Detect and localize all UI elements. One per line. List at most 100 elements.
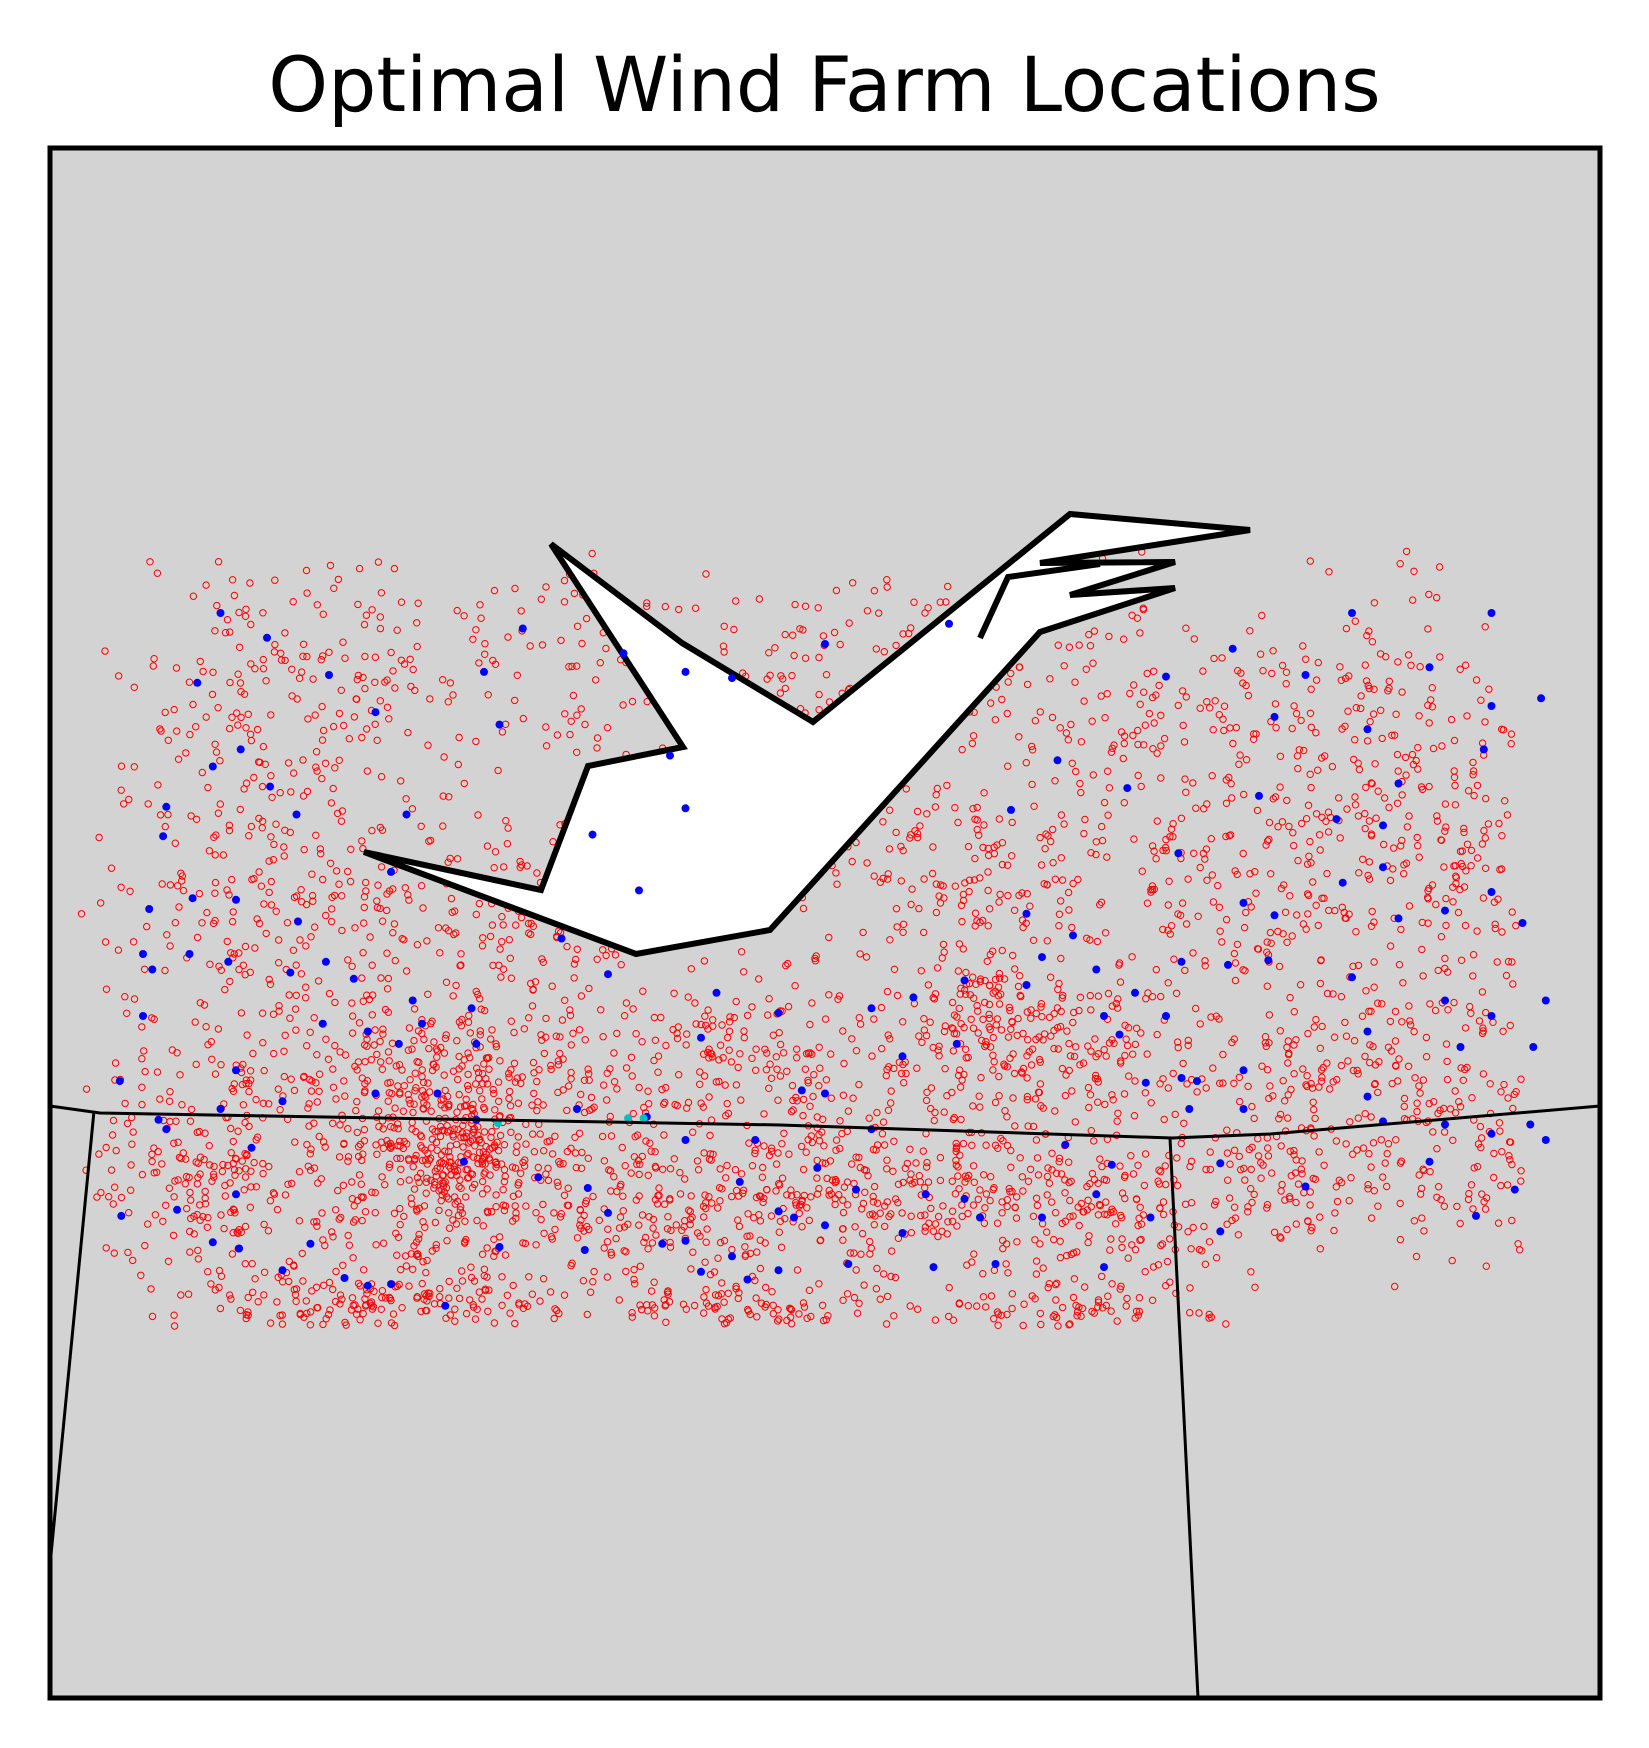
- candidate-site-point: [281, 656, 289, 665]
- candidate-site-point: [109, 1116, 118, 1125]
- candidate-site-point: [953, 1222, 961, 1230]
- candidate-site-point: [1250, 1114, 1258, 1123]
- candidate-site-point: [1412, 1252, 1421, 1261]
- candidate-site-point: [339, 638, 347, 646]
- candidate-site-point: [576, 1221, 584, 1229]
- candidate-site-point: [154, 781, 162, 789]
- candidate-site-point: [256, 758, 264, 767]
- candidate-site-point: [242, 1079, 250, 1088]
- optimal-site-point: [371, 708, 380, 717]
- candidate-site-point: [581, 720, 589, 729]
- candidate-site-point: [481, 640, 489, 648]
- candidate-site-point: [1299, 920, 1308, 928]
- candidate-site-point: [170, 705, 178, 714]
- candidate-site-point: [329, 1233, 337, 1241]
- candidate-site-point: [880, 648, 888, 656]
- candidate-site-point: [1058, 1303, 1067, 1312]
- optimal-site-point: [1541, 1136, 1550, 1144]
- candidate-site-point: [839, 1208, 848, 1217]
- candidate-site-point: [1284, 1091, 1292, 1099]
- candidate-site-point: [1094, 1179, 1102, 1188]
- candidate-site-point: [1055, 922, 1063, 930]
- candidate-site-point: [1298, 819, 1306, 828]
- candidate-site-point: [226, 977, 234, 986]
- candidate-site-point: [214, 704, 222, 712]
- candidate-site-point: [500, 863, 508, 871]
- candidate-site-point: [980, 789, 988, 797]
- optimal-site-point: [604, 1208, 612, 1217]
- optimal-site-point: [139, 1012, 147, 1020]
- candidate-site-point: [1290, 702, 1298, 710]
- candidate-site-point: [1092, 1071, 1100, 1080]
- candidate-site-point: [1102, 1301, 1111, 1310]
- candidate-site-point: [553, 1178, 561, 1187]
- candidate-site-point: [858, 1229, 867, 1238]
- candidate-site-point: [1136, 1236, 1144, 1244]
- candidate-site-point: [912, 1159, 920, 1167]
- candidate-site-point: [344, 1125, 352, 1133]
- optimal-site-point: [1487, 702, 1496, 710]
- candidate-site-point: [491, 848, 500, 856]
- candidate-site-point: [610, 1173, 618, 1181]
- candidate-site-point: [138, 1100, 146, 1109]
- candidate-site-point: [743, 1011, 752, 1020]
- candidate-site-point: [664, 1213, 672, 1221]
- candidate-site-point: [620, 1012, 629, 1020]
- candidate-site-point: [1044, 1283, 1052, 1292]
- candidate-site-point: [715, 1056, 723, 1064]
- candidate-site-point: [876, 1209, 884, 1217]
- candidate-site-point: [1297, 716, 1305, 725]
- candidate-site-point: [783, 1067, 791, 1076]
- candidate-site-point: [515, 1179, 523, 1187]
- candidate-site-point: [436, 1293, 444, 1301]
- candidate-site-point: [1387, 1047, 1396, 1055]
- candidate-site-point: [249, 1049, 257, 1058]
- candidate-site-point: [1333, 1197, 1342, 1206]
- candidate-site-point: [412, 1084, 420, 1092]
- candidate-site-point: [1023, 680, 1032, 689]
- candidate-site-point: [245, 1122, 253, 1131]
- candidate-site-point: [1433, 812, 1441, 820]
- candidate-site-point: [769, 1301, 777, 1310]
- candidate-site-point: [1419, 1165, 1427, 1173]
- candidate-site-point: [1306, 770, 1314, 778]
- candidate-site-point: [730, 625, 738, 634]
- candidate-site-point: [583, 1310, 591, 1319]
- optimal-site-point: [604, 970, 612, 979]
- candidate-site-point: [916, 822, 924, 830]
- candidate-site-point: [901, 1164, 909, 1173]
- candidate-site-point: [705, 1054, 713, 1062]
- candidate-site-point: [1367, 830, 1376, 838]
- candidate-site-point: [299, 1277, 307, 1285]
- candidate-site-point: [1425, 782, 1433, 791]
- candidate-site-point: [1320, 1161, 1328, 1170]
- candidate-site-point: [443, 1237, 451, 1245]
- candidate-site-point: [725, 1027, 734, 1036]
- candidate-site-point: [1157, 742, 1165, 750]
- candidate-site-point: [1016, 991, 1024, 1000]
- candidate-site-point: [1361, 661, 1370, 669]
- candidate-site-point: [1294, 764, 1302, 773]
- candidate-site-point: [117, 786, 125, 794]
- candidate-site-point: [551, 1225, 559, 1234]
- optimal-site-point: [1301, 671, 1310, 679]
- candidate-site-point: [130, 995, 139, 1003]
- candidate-site-point: [1070, 1008, 1078, 1017]
- candidate-site-point: [1282, 680, 1290, 688]
- candidate-site-point: [190, 1212, 198, 1221]
- candidate-site-point: [995, 1092, 1003, 1100]
- optimal-site-point: [266, 782, 275, 791]
- candidate-site-point: [1304, 891, 1313, 900]
- candidate-site-point: [899, 630, 907, 638]
- candidate-site-point: [1257, 1159, 1265, 1167]
- candidate-site-point: [1180, 738, 1189, 746]
- candidate-site-point: [1338, 1178, 1346, 1187]
- candidate-site-point: [815, 1082, 823, 1090]
- candidate-site-point: [497, 973, 505, 981]
- candidate-site-point: [704, 1006, 712, 1014]
- candidate-site-point: [360, 1125, 369, 1134]
- candidate-site-point: [969, 732, 978, 740]
- candidate-site-point: [824, 1312, 832, 1320]
- candidate-site-point: [1143, 669, 1151, 678]
- candidate-site-point: [476, 601, 484, 609]
